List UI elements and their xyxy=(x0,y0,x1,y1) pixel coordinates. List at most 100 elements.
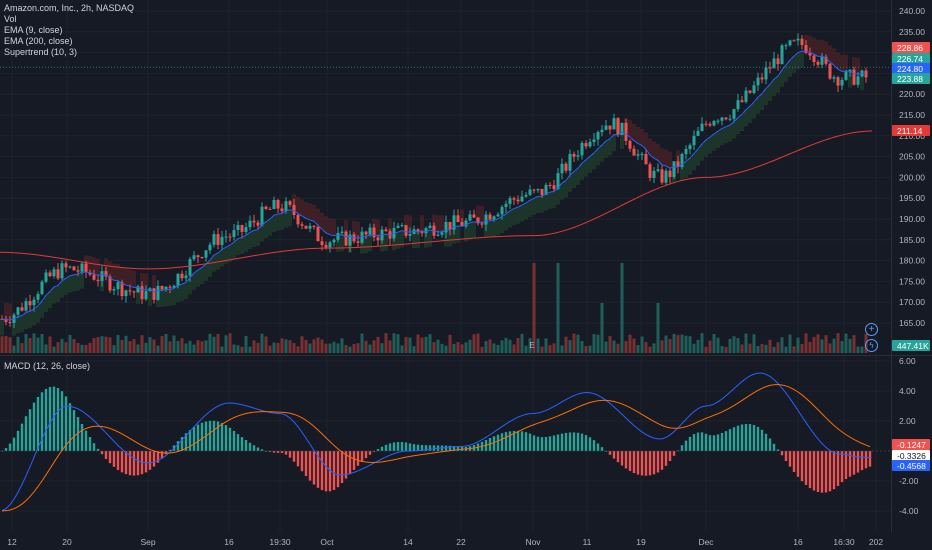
legend-supertrend[interactable]: Supertrend (10, 3) xyxy=(4,47,78,57)
macd-histogram-bar xyxy=(324,451,328,492)
macd-histogram-bar xyxy=(504,432,508,451)
candle-body xyxy=(660,169,664,183)
legend-vol[interactable]: Vol xyxy=(4,14,17,24)
supertrend-band xyxy=(744,109,748,127)
supertrend-band xyxy=(464,224,468,242)
candle-body xyxy=(52,269,56,277)
supertrend-band xyxy=(488,220,492,238)
volume-bar xyxy=(632,338,636,353)
supertrend-band xyxy=(828,45,832,63)
volume-bar xyxy=(152,339,156,353)
macd-histogram-bar xyxy=(412,444,416,451)
supertrend-band xyxy=(596,148,600,166)
supertrend-band xyxy=(388,218,392,236)
candle-body xyxy=(692,135,696,146)
volume-bar xyxy=(444,345,448,353)
volume-bar xyxy=(780,337,784,353)
candle-body xyxy=(108,276,112,291)
volume-bar xyxy=(580,340,584,353)
volume-bar xyxy=(452,343,456,353)
volume-bar xyxy=(156,345,160,353)
volume-bar xyxy=(168,341,172,353)
legend-ema9[interactable]: EMA (9, close) xyxy=(4,25,63,35)
macd-histogram-bar xyxy=(144,451,148,473)
volume-bar xyxy=(704,346,708,353)
volume-bar xyxy=(408,337,412,353)
supertrend-band xyxy=(632,124,636,141)
macd-histogram-bar xyxy=(188,429,192,451)
volume-bar xyxy=(148,337,152,353)
supertrend-band xyxy=(652,141,656,159)
macd-histogram-bar xyxy=(684,440,688,451)
candle-body xyxy=(632,148,636,156)
signal-line xyxy=(1,384,871,512)
supertrend-band xyxy=(476,205,480,223)
supertrend-band xyxy=(628,120,632,137)
legend-macd[interactable]: MACD (12, 26, close) xyxy=(4,361,91,371)
macd-histogram-bar xyxy=(496,434,500,451)
volume-bar xyxy=(432,342,436,353)
candle-body xyxy=(688,145,692,150)
supertrend-band xyxy=(564,180,568,198)
volume-bar xyxy=(572,333,576,353)
macd-histogram-bar xyxy=(36,396,40,451)
macd-histogram-bar xyxy=(780,451,784,456)
macd-histogram-bar xyxy=(556,434,560,451)
candle-body xyxy=(200,257,204,259)
plus-circle-icon[interactable]: + xyxy=(865,323,878,336)
lightning-circle-icon[interactable]: ϟ xyxy=(865,339,878,352)
candle-body xyxy=(288,201,292,205)
macd-histogram-bar xyxy=(428,445,432,451)
supertrend-band xyxy=(260,224,264,242)
volume-bar xyxy=(620,263,624,353)
legend-ema200[interactable]: EMA (200, close) xyxy=(4,36,73,46)
volume-bar xyxy=(16,336,20,353)
supertrend-band xyxy=(152,275,156,292)
supertrend-band xyxy=(40,301,44,318)
candle-body xyxy=(296,214,300,225)
macd-histogram-bar xyxy=(788,451,792,467)
supertrend-band xyxy=(68,275,72,293)
volume-bar xyxy=(280,338,284,353)
candle-body xyxy=(828,63,832,79)
candle-body xyxy=(44,272,48,282)
macd-histogram-bar xyxy=(732,427,736,451)
macd-histogram-bar xyxy=(560,433,564,451)
macd-histogram-bar xyxy=(240,437,244,451)
symbol-title[interactable]: Amazon.com, Inc., 2h, NASDAQ xyxy=(4,3,135,13)
macd-histogram-bar xyxy=(512,430,516,451)
macd-histogram-bar xyxy=(116,451,120,470)
candle-body xyxy=(456,215,460,223)
supertrend-band xyxy=(132,270,136,288)
supertrend-band xyxy=(532,198,536,215)
macd-histogram-bar xyxy=(340,451,344,484)
volume-bar xyxy=(676,335,680,353)
supertrend-band xyxy=(800,51,804,68)
candle-body xyxy=(192,255,196,260)
volume-bar xyxy=(448,334,452,353)
macd-histogram-bar xyxy=(576,432,580,451)
volume-bar xyxy=(652,343,656,353)
supertrend-band xyxy=(176,285,180,303)
macd-histogram-bar xyxy=(608,451,612,455)
volume-bar xyxy=(292,343,296,353)
macd-histogram-bar xyxy=(392,442,396,451)
supertrend-band xyxy=(668,151,672,169)
macd-histogram-bar xyxy=(384,444,388,451)
supertrend-band xyxy=(808,35,812,53)
supertrend-band xyxy=(696,149,700,166)
volume-bar xyxy=(128,341,132,353)
candle-body xyxy=(280,208,284,212)
time-axis[interactable]: 12 20 Sep 16 19:30 Oct 14 22 Nov 11 19 Dec 16 16:30 20… xyxy=(7,537,883,547)
macd-histogram-bar xyxy=(232,430,236,451)
volume-bar xyxy=(668,338,672,353)
supertrend-band xyxy=(768,84,772,102)
volume-bar xyxy=(480,346,484,353)
candle-body xyxy=(144,291,148,300)
macd-histogram-bar xyxy=(96,448,100,451)
macd-histogram-bar xyxy=(420,444,424,451)
supertrend-band xyxy=(780,70,784,87)
candle-body xyxy=(220,236,224,245)
volume-bar xyxy=(184,343,188,353)
